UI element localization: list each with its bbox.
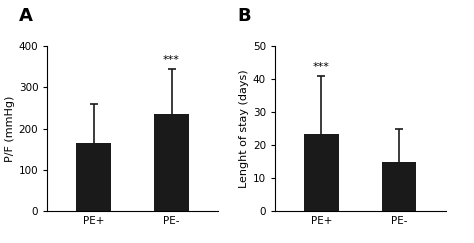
Y-axis label: Lenght of stay (days): Lenght of stay (days) (238, 69, 248, 188)
Bar (382, 162, 417, 211)
Text: A: A (19, 7, 33, 25)
Text: B: B (237, 7, 251, 25)
Text: ***: *** (313, 62, 330, 72)
Bar (154, 113, 189, 211)
Bar (304, 134, 339, 211)
Text: ***: *** (163, 55, 180, 65)
Bar (76, 143, 111, 211)
Y-axis label: P/F (mmHg): P/F (mmHg) (5, 95, 15, 162)
